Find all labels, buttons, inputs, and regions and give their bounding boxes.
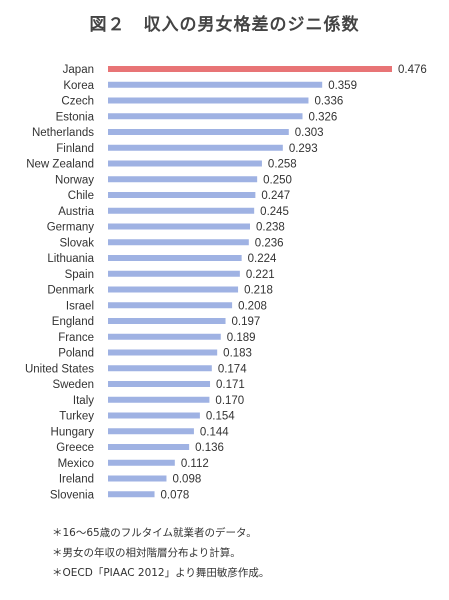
- footnotes: ＊16～65歳のフルタイム就業者のデータ。 ＊男女の年収の相対階層分布より計算。…: [52, 523, 269, 583]
- bar: [108, 381, 211, 387]
- footnote-line: ＊16～65歳のフルタイム就業者のデータ。: [52, 527, 257, 539]
- data-label: 0.078: [161, 489, 190, 501]
- bar: [108, 207, 255, 214]
- data-label: 0.197: [232, 316, 261, 328]
- data-label: 0.476: [398, 64, 427, 76]
- data-label: 0.258: [268, 159, 297, 171]
- bar: [108, 160, 262, 167]
- category-label: Czech: [61, 96, 94, 108]
- category-label: Sweden: [52, 379, 94, 391]
- bar: [108, 223, 250, 230]
- category-label: Hungary: [51, 426, 95, 438]
- data-label: 0.098: [172, 474, 201, 486]
- bar: [108, 318, 226, 324]
- bar: [108, 176, 258, 183]
- data-label: 0.247: [261, 190, 290, 202]
- bar: [108, 192, 256, 198]
- category-label: Poland: [58, 348, 94, 360]
- bar: [108, 81, 323, 88]
- category-label: Turkey: [59, 411, 94, 423]
- category-label: New Zealand: [26, 159, 94, 171]
- data-label: 0.221: [246, 269, 275, 281]
- footnote-line: ＊男女の年収の相対階層分布より計算。: [52, 547, 241, 559]
- bar: [108, 491, 155, 498]
- footnote-line: ＊OECD「PIAAC 2012」より舞田敏彦作成。: [52, 567, 270, 579]
- category-label: Slovak: [59, 237, 94, 249]
- category-label: Italy: [73, 395, 94, 407]
- data-label: 0.144: [200, 426, 229, 438]
- bar: [108, 270, 240, 277]
- data-label: 0.189: [227, 332, 256, 344]
- category-label: Ireland: [59, 474, 94, 486]
- data-label: 0.208: [238, 300, 267, 312]
- bar: [108, 396, 210, 403]
- data-label: 0.224: [248, 253, 277, 265]
- category-label: England: [52, 316, 94, 328]
- category-label: Spain: [65, 269, 94, 281]
- bar-chart: Japan 0.476 Korea 0.359 Czech 0.336 Estonia 0.3…: [25, 64, 427, 501]
- data-label: 0.238: [256, 222, 285, 234]
- bar: [108, 444, 190, 450]
- data-label: 0.236: [255, 237, 284, 249]
- data-label: 0.303: [295, 127, 324, 139]
- bar: [108, 302, 233, 309]
- category-label: Mexico: [58, 458, 94, 470]
- bar: [108, 349, 218, 356]
- data-label: 0.170: [215, 395, 244, 407]
- bar: [108, 113, 303, 120]
- bar: [108, 255, 242, 261]
- bar: [108, 365, 212, 372]
- bar-highlight: [108, 66, 392, 72]
- bar: [108, 475, 167, 482]
- category-label: Finland: [56, 143, 94, 155]
- chart-title: 図２ 収入の男女格差のジニ係数: [89, 15, 360, 35]
- data-label: 0.136: [195, 442, 224, 454]
- bar: [108, 129, 289, 135]
- data-label: 0.171: [216, 379, 245, 391]
- data-label: 0.336: [314, 96, 343, 108]
- category-label: Slovenia: [50, 489, 95, 501]
- bar: [108, 144, 283, 151]
- data-label: 0.112: [181, 458, 209, 470]
- category-label: Estonia: [56, 111, 95, 123]
- bar: [108, 459, 175, 466]
- bar: [108, 239, 249, 246]
- data-label: 0.154: [206, 411, 235, 423]
- category-label: Germany: [47, 222, 95, 234]
- bar: [108, 412, 200, 419]
- data-label: 0.183: [223, 348, 252, 360]
- category-label: Korea: [63, 80, 94, 92]
- data-label: 0.250: [263, 174, 292, 186]
- bar: [108, 97, 309, 104]
- category-label: Norway: [55, 174, 94, 186]
- category-label: France: [58, 332, 94, 344]
- category-label: Chile: [68, 190, 94, 202]
- data-label: 0.326: [309, 111, 338, 123]
- data-label: 0.245: [260, 206, 289, 218]
- bar: [108, 428, 194, 435]
- data-label: 0.359: [328, 80, 357, 92]
- category-label: Lithuania: [47, 253, 94, 265]
- data-label: 0.174: [218, 363, 247, 375]
- category-label: Austria: [58, 206, 94, 218]
- category-label: Greece: [56, 442, 94, 454]
- category-label: Israel: [66, 300, 94, 312]
- category-label: Netherlands: [32, 127, 94, 139]
- category-label: United States: [25, 363, 94, 375]
- bar: [108, 333, 221, 340]
- category-label: Denmark: [47, 285, 94, 297]
- data-label: 0.218: [244, 285, 273, 297]
- category-label: Japan: [63, 64, 94, 76]
- bar: [108, 286, 239, 293]
- data-label: 0.293: [289, 143, 318, 155]
